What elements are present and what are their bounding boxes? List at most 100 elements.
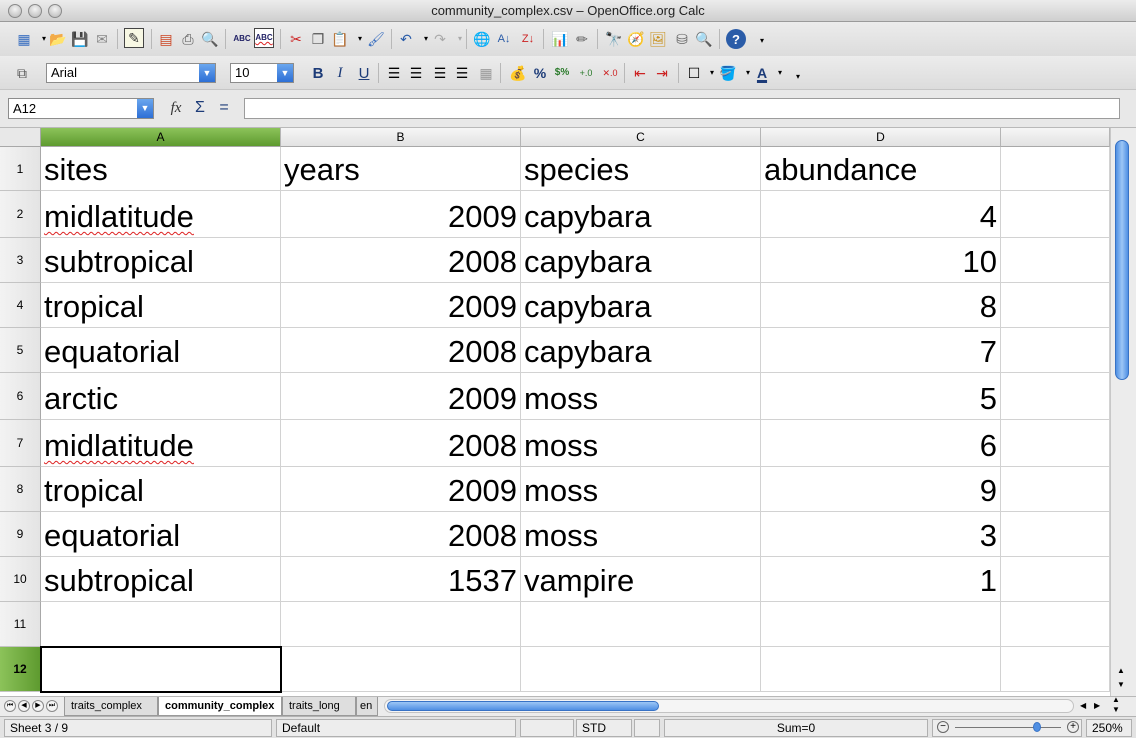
zoom-slider-track[interactable] — [955, 727, 1061, 728]
cell-a4[interactable]: tropical — [41, 283, 281, 328]
undo-icon[interactable]: ↶ — [400, 31, 412, 47]
help-icon[interactable]: ? — [726, 29, 746, 49]
toolbar-overflow-icon[interactable]: ▾ — [759, 36, 764, 45]
cell-d5[interactable]: 7 — [761, 328, 1001, 373]
minimize-window-button[interactable] — [28, 4, 42, 18]
chart-icon[interactable]: 📊 — [551, 31, 569, 47]
cell-b10[interactable]: 1537 — [281, 557, 521, 602]
cell-e10[interactable] — [1001, 557, 1110, 602]
row-header-8[interactable]: 8 — [0, 467, 41, 512]
find-replace-icon[interactable]: 🔭 — [605, 31, 623, 47]
scroll-up-icon[interactable]: ▲ — [1117, 666, 1125, 675]
zoom-slider-thumb[interactable] — [1033, 722, 1041, 732]
cell-e5[interactable] — [1001, 328, 1110, 373]
cell-a11[interactable] — [41, 602, 281, 647]
cell-c8[interactable]: moss — [521, 467, 761, 512]
copy-icon[interactable]: ❐ — [311, 31, 325, 47]
split-up-icon[interactable]: ▲ — [1112, 695, 1120, 704]
row-header-9[interactable]: 9 — [0, 512, 41, 557]
email-icon[interactable]: ✉ — [96, 31, 108, 47]
zoom-percent-status[interactable]: 250% — [1086, 719, 1132, 737]
page-style-status[interactable]: Default — [276, 719, 516, 737]
undo-dropdown-icon[interactable]: ▾ — [423, 34, 428, 43]
clone-formatting-icon[interactable]: 🖌 — [367, 31, 385, 47]
currency-format-icon[interactable]: 💰 — [509, 65, 527, 81]
paste-dropdown-icon[interactable]: ▾ — [357, 34, 362, 43]
edit-file-icon[interactable]: ✎ — [124, 28, 144, 48]
cell-c5[interactable]: capybara — [521, 328, 761, 373]
cell-c4[interactable]: capybara — [521, 283, 761, 328]
cell-e3[interactable] — [1001, 238, 1110, 283]
column-header-a[interactable]: A — [41, 128, 281, 147]
cell-d10[interactable]: 1 — [761, 557, 1001, 602]
row-header-12[interactable]: 12 — [0, 647, 41, 692]
cell-e8[interactable] — [1001, 467, 1110, 512]
cell-b9[interactable]: 2008 — [281, 512, 521, 557]
cell-e9[interactable] — [1001, 512, 1110, 557]
first-sheet-icon[interactable]: ⏮ — [4, 700, 16, 712]
row-header-6[interactable]: 6 — [0, 373, 41, 420]
font-color-dropdown-icon[interactable]: ▾ — [777, 68, 782, 77]
cell-b6[interactable]: 2009 — [281, 373, 521, 420]
cell-c6[interactable]: moss — [521, 373, 761, 420]
cell-d8[interactable]: 9 — [761, 467, 1001, 512]
horizontal-scrollbar[interactable] — [384, 699, 1074, 713]
formula-input[interactable] — [244, 98, 1120, 119]
background-color-dropdown-icon[interactable]: ▾ — [745, 68, 750, 77]
column-header-d[interactable]: D — [761, 128, 1001, 147]
cell-c3[interactable]: capybara — [521, 238, 761, 283]
cell-d4[interactable]: 8 — [761, 283, 1001, 328]
italic-button[interactable]: I — [337, 64, 343, 81]
redo-dropdown-icon[interactable]: ▾ — [457, 34, 462, 43]
align-left-icon[interactable]: ☰ — [387, 65, 401, 81]
sum-status[interactable]: Sum=0 — [664, 719, 928, 737]
new-dropdown-icon[interactable]: ▾ — [41, 34, 46, 43]
cell-d12[interactable] — [761, 647, 1001, 692]
cell-e2[interactable] — [1001, 191, 1110, 238]
cell-e11[interactable] — [1001, 602, 1110, 647]
font-size-dropdown-icon[interactable]: ▼ — [277, 64, 293, 82]
column-header-b[interactable]: B — [281, 128, 521, 147]
cell-b12[interactable] — [281, 647, 521, 692]
cell-d9[interactable]: 3 — [761, 512, 1001, 557]
scroll-right-icon[interactable]: ▶ — [1094, 701, 1101, 710]
styles-formatting-icon[interactable]: ⧉ — [17, 65, 27, 81]
cell-a7[interactable]: midlatitude — [41, 420, 281, 467]
cell-a3[interactable]: subtropical — [41, 238, 281, 283]
cell-c12[interactable] — [521, 647, 761, 692]
save-icon[interactable]: 💾 — [71, 31, 89, 47]
page-preview-icon[interactable]: 🔍 — [201, 31, 219, 47]
cell-a2[interactable]: midlatitude — [41, 191, 281, 238]
cell-a9[interactable]: equatorial — [41, 512, 281, 557]
sheet-tab-traits-long[interactable]: traits_long — [282, 697, 356, 716]
row-header-3[interactable]: 3 — [0, 238, 41, 283]
cell-c7[interactable]: moss — [521, 420, 761, 467]
cell-c10[interactable]: vampire — [521, 557, 761, 602]
align-right-icon[interactable]: ☰ — [433, 65, 447, 81]
justify-icon[interactable]: ☰ — [455, 65, 469, 81]
open-icon[interactable]: 📂 — [49, 31, 67, 47]
cell-e12[interactable] — [1001, 647, 1110, 692]
horizontal-scroll-thumb[interactable] — [387, 701, 659, 711]
font-name-dropdown-icon[interactable]: ▼ — [199, 64, 215, 82]
cell-c9[interactable]: moss — [521, 512, 761, 557]
format-toolbar-overflow-icon[interactable]: ▾ — [795, 72, 800, 81]
borders-dropdown-icon[interactable]: ▾ — [709, 68, 714, 77]
name-box-dropdown-icon[interactable]: ▼ — [137, 99, 153, 118]
print-icon[interactable]: ⎙ — [182, 31, 194, 47]
autospellcheck-icon[interactable]: ABC — [254, 28, 274, 48]
scroll-left-icon[interactable]: ◀ — [1080, 701, 1087, 710]
spellcheck-icon[interactable]: ABC — [233, 34, 251, 43]
vertical-scroll-thumb[interactable] — [1115, 140, 1129, 380]
cell-a10[interactable]: subtropical — [41, 557, 281, 602]
column-header-e[interactable] — [1001, 128, 1110, 147]
row-header-11[interactable]: 11 — [0, 602, 41, 647]
sheet-tab-traits-complex[interactable]: traits_complex — [64, 697, 158, 716]
sort-ascending-icon[interactable]: A↓ — [497, 32, 511, 45]
cell-d3[interactable]: 10 — [761, 238, 1001, 283]
last-sheet-icon[interactable]: ⏭ — [46, 700, 58, 712]
column-header-c[interactable]: C — [521, 128, 761, 147]
zoom-icon[interactable]: 🔍 — [695, 31, 713, 47]
cell-b1[interactable]: years — [281, 147, 521, 191]
zoom-in-icon[interactable]: + — [1067, 721, 1079, 733]
